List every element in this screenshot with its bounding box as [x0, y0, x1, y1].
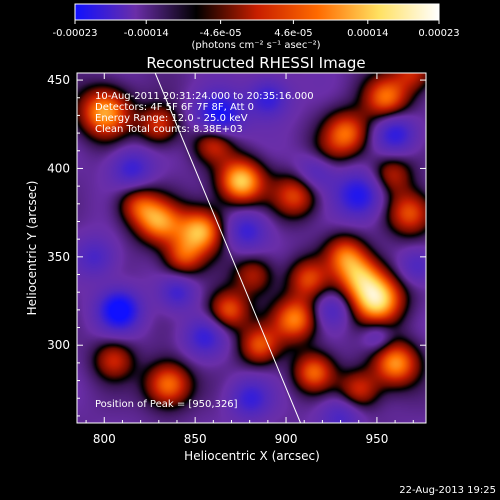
y-axis-label: Heliocentric Y (arcsec): [25, 181, 39, 316]
x-tick-label-850: 850: [184, 432, 207, 446]
heatmap-image: [77, 73, 426, 423]
plot-frame: [76, 72, 427, 424]
x-tick-label-800: 800: [93, 432, 116, 446]
annotation-detectors: Detectors: 4F 5F 6F 7F 8F, Att 0: [95, 102, 254, 113]
colorbar-tick-label-5: 0.00023: [418, 28, 459, 39]
colorbar-tick-label-4: 0.00014: [347, 28, 388, 39]
colorbar-ticks: -0.00023 -0.00014 -4.6e-05 4.6e-05 0.00014 0.…: [53, 20, 460, 39]
colorbar-tick-label-3: 4.6e-05: [274, 28, 312, 39]
annotation-counts: Clean Total counts: 8.38E+03: [95, 124, 243, 135]
x-tick-label-900: 900: [275, 432, 298, 446]
colorbar-unit-label: (photons cm⁻² s⁻¹ asec⁻²): [191, 40, 320, 51]
solar-limb-line: [154, 72, 302, 424]
peak-position-label: Position of Peak = [950,326]: [95, 399, 238, 410]
footer-date: 22-Aug-2013 19:25: [399, 485, 496, 496]
annotation-block: 10-Aug-2011 20:31:24.000 to 20:35:16.000…: [95, 91, 314, 135]
y-tick-label-300: 300: [47, 338, 70, 352]
x-tick-label-950: 950: [365, 432, 388, 446]
annotation-time: 10-Aug-2011 20:31:24.000 to 20:35:16.000: [95, 91, 314, 102]
y-tick-label-350: 350: [47, 250, 70, 264]
y-axis-ticks: 300 350 400 450: [47, 73, 426, 417]
chart-title: Reconstructed RHESSI Image: [146, 54, 365, 72]
colorbar: [74, 3, 440, 21]
y-tick-label-400: 400: [47, 161, 70, 175]
annotation-energy: Energy Range: 12.0 - 25.0 keV: [95, 113, 248, 124]
y-tick-label-450: 450: [47, 73, 70, 87]
x-axis-ticks: 800 850 900 950: [85, 73, 414, 446]
colorbar-tick-label-0: -0.00023: [53, 28, 98, 39]
colorbar-tick-label-1: -0.00014: [124, 28, 169, 39]
colorbar-tick-label-2: -4.6e-05: [200, 28, 242, 39]
x-axis-label: Heliocentric X (arcsec): [184, 449, 320, 463]
